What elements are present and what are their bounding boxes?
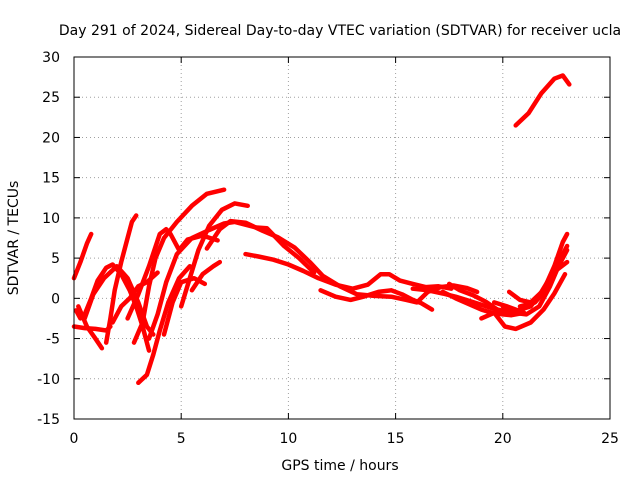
series-layer — [71, 73, 572, 386]
y-tick-label: 30 — [42, 50, 60, 66]
plot-frame — [73, 56, 611, 420]
x-tick-label: 0 — [70, 431, 79, 447]
x-tick-labels: 0 5 10 15 20 25 — [70, 431, 619, 447]
chart-title: Day 291 of 2024, Sidereal Day-to-day VTE… — [59, 23, 621, 39]
series-line-arc-3 — [71, 324, 113, 333]
x-tick-label: 5 — [177, 431, 186, 447]
y-tick-label: -15 — [37, 412, 60, 428]
y-tick-label: 0 — [51, 291, 60, 307]
y-tick-label: 5 — [51, 251, 60, 267]
series-line-arc-26 — [513, 73, 572, 128]
y-axis-label: SDTVAR / TECUs — [6, 181, 22, 296]
x-tick-label: 10 — [279, 431, 297, 447]
series-line-arc-12 — [161, 275, 208, 337]
series-line-arc-17 — [318, 288, 435, 312]
series-line-arc-6 — [103, 213, 139, 345]
series-line-arc-1 — [71, 231, 94, 281]
ticks — [73, 56, 611, 420]
y-tick-label: 25 — [42, 90, 60, 106]
y-tick-label: -5 — [46, 332, 60, 348]
series-line-arc-10 — [131, 187, 227, 345]
series-line-arc-25 — [517, 259, 570, 309]
y-tick-label: 15 — [42, 171, 60, 187]
x-tick-label: 20 — [494, 431, 512, 447]
series-line-arc-5 — [82, 263, 156, 337]
x-tick-label: 25 — [601, 431, 619, 447]
x-axis-label: GPS time / hours — [281, 458, 398, 474]
series-line-arc-8 — [136, 263, 193, 386]
series-line-arc-14 — [189, 259, 223, 293]
y-tick-label: 10 — [42, 211, 60, 227]
x-tick-label: 15 — [387, 431, 405, 447]
series-line-arc-19 — [440, 289, 527, 318]
y-tick-label: -10 — [37, 372, 60, 388]
y-tick-labels: -15 -10 -5 0 5 10 15 20 25 30 — [37, 50, 60, 428]
y-tick-label: 20 — [42, 130, 60, 146]
series-line-arc-13 — [178, 201, 250, 309]
series-line-arc-4 — [76, 304, 105, 351]
series-line-arc-16 — [243, 251, 454, 291]
series-line-arc-21 — [479, 271, 568, 332]
